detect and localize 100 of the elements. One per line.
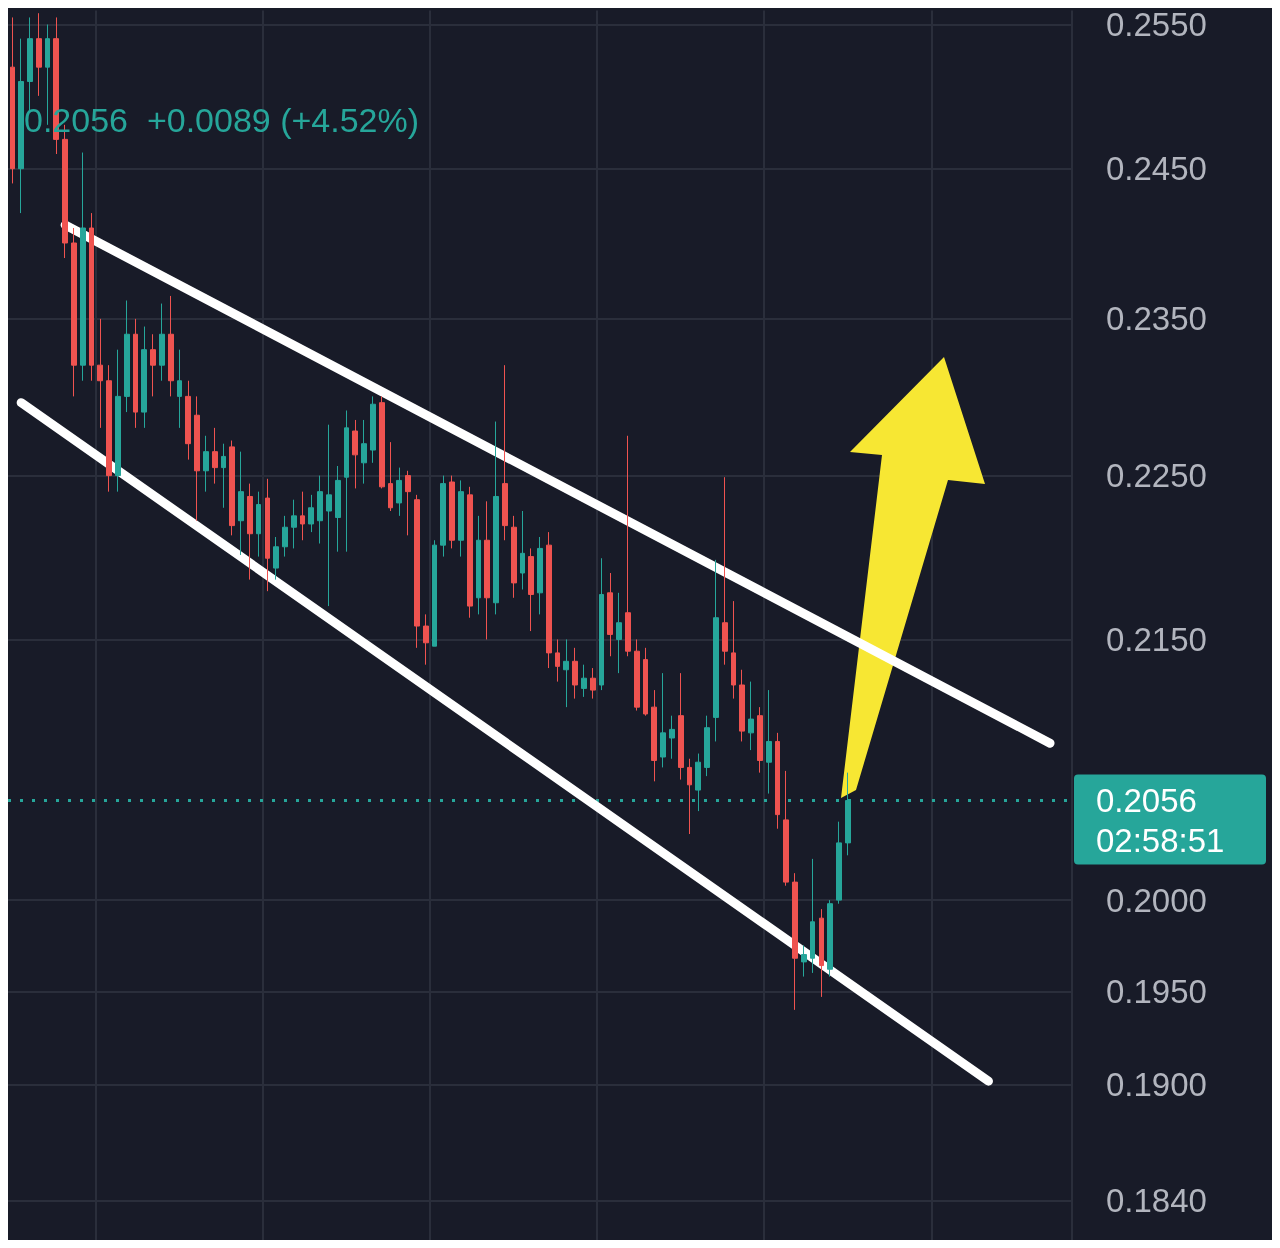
- candlestick: [71, 227, 77, 397]
- candlestick: [291, 499, 297, 549]
- candlestick: [493, 421, 499, 615]
- candlestick: [256, 491, 261, 558]
- candlestick: [168, 295, 174, 397]
- candlestick: [317, 475, 323, 545]
- y-tick-label: 0.1950: [1106, 972, 1207, 1010]
- candlestick: [432, 539, 437, 647]
- candlestick: [352, 419, 358, 489]
- y-tick-label: 0.2550: [1106, 6, 1207, 43]
- candlestick: [713, 559, 719, 742]
- candlestick: [599, 557, 604, 691]
- candlestick: [810, 858, 815, 974]
- candlestick: [687, 758, 692, 835]
- candlestick: [273, 536, 279, 581]
- candlestick: [546, 531, 552, 669]
- candlestick: [203, 435, 209, 493]
- y-tick-label: 0.2350: [1106, 300, 1207, 338]
- candlestick: [792, 872, 798, 1011]
- candlestick: [836, 821, 842, 905]
- candlestick: [449, 475, 455, 549]
- candlestick: [511, 515, 517, 599]
- candlestick: [379, 395, 385, 489]
- candlestick: [520, 510, 525, 591]
- candlestick: [361, 419, 367, 485]
- candlestick: [36, 12, 42, 97]
- candlestick: [344, 410, 349, 553]
- candlestick: [528, 547, 534, 632]
- candlestick: [80, 152, 86, 382]
- y-tick-label: 0.2000: [1106, 881, 1207, 919]
- candlestick: [704, 715, 710, 777]
- candlestick: [106, 364, 112, 493]
- candlestick: [159, 303, 165, 382]
- candlestick: [827, 899, 833, 978]
- candlestick: [484, 500, 490, 640]
- y-tick-label: 0.2250: [1106, 457, 1207, 495]
- candlestick: [555, 638, 560, 683]
- candlestick: [643, 647, 648, 717]
- candlestick: [414, 494, 420, 649]
- candlestick: [423, 613, 429, 666]
- candlestick: [669, 715, 675, 760]
- candlestick: [370, 395, 376, 464]
- candlestick: [678, 672, 684, 781]
- candlestick: [607, 572, 613, 657]
- candlestick: [300, 491, 305, 541]
- candlestick: [590, 667, 596, 700]
- candlestick: [476, 515, 481, 615]
- candlestick: [757, 706, 763, 774]
- candlestick: [124, 300, 130, 413]
- candlestick: [326, 424, 332, 607]
- candlestick: [89, 212, 94, 382]
- candlestick: [537, 536, 543, 615]
- candlestick: [625, 435, 631, 657]
- candlestick: [185, 380, 191, 461]
- y-tick-label: 0.2450: [1106, 150, 1207, 188]
- candlestick: [265, 478, 270, 592]
- candlestick: [133, 318, 138, 429]
- candlestick: [396, 467, 402, 517]
- candlestick: [467, 486, 473, 619]
- candlestick: [27, 16, 33, 111]
- candlestick: [722, 476, 728, 666]
- candlestick: [819, 908, 824, 998]
- candlestick: [783, 770, 789, 887]
- candlestick: [660, 672, 666, 768]
- candlestick: [282, 515, 288, 558]
- candlestick: [651, 689, 657, 782]
- candlestick: [616, 592, 622, 674]
- candlestick: [801, 944, 807, 978]
- candlestick: [748, 681, 754, 751]
- candlestick: [405, 470, 411, 536]
- candlestick: [141, 326, 147, 429]
- candlestick: [115, 349, 121, 493]
- candlestick: [194, 395, 200, 522]
- candlestick: [563, 638, 569, 708]
- text: 02:58:51: [1096, 822, 1225, 860]
- candlestick: [440, 475, 446, 558]
- y-tick-label: 0.2150: [1106, 620, 1207, 658]
- y-tick-label: 0.1900: [1106, 1066, 1207, 1104]
- candlestick: [150, 333, 156, 397]
- candlestick: [97, 318, 103, 429]
- candlestick: [502, 364, 508, 541]
- candlestick: [695, 753, 701, 812]
- candlestick: [308, 494, 314, 533]
- candlestick: [212, 427, 218, 485]
- candlestick: [731, 600, 736, 700]
- candlestick: [388, 441, 393, 512]
- candlestick: [572, 647, 578, 700]
- candlestick: [18, 38, 24, 214]
- candlestick: [335, 465, 341, 553]
- candlestick: [10, 16, 15, 184]
- candlestick: [775, 732, 780, 830]
- candlestick: [739, 669, 745, 742]
- candlestick: [221, 443, 226, 509]
- y-tick-label: 0.1840: [1106, 1182, 1207, 1220]
- candlestick: [581, 664, 587, 698]
- candlestick: [229, 440, 235, 536]
- candlestick: [247, 483, 253, 581]
- candlestick: [238, 451, 244, 556]
- candlestick: [177, 349, 182, 429]
- ref-line-label: 0.2056: [1096, 782, 1197, 820]
